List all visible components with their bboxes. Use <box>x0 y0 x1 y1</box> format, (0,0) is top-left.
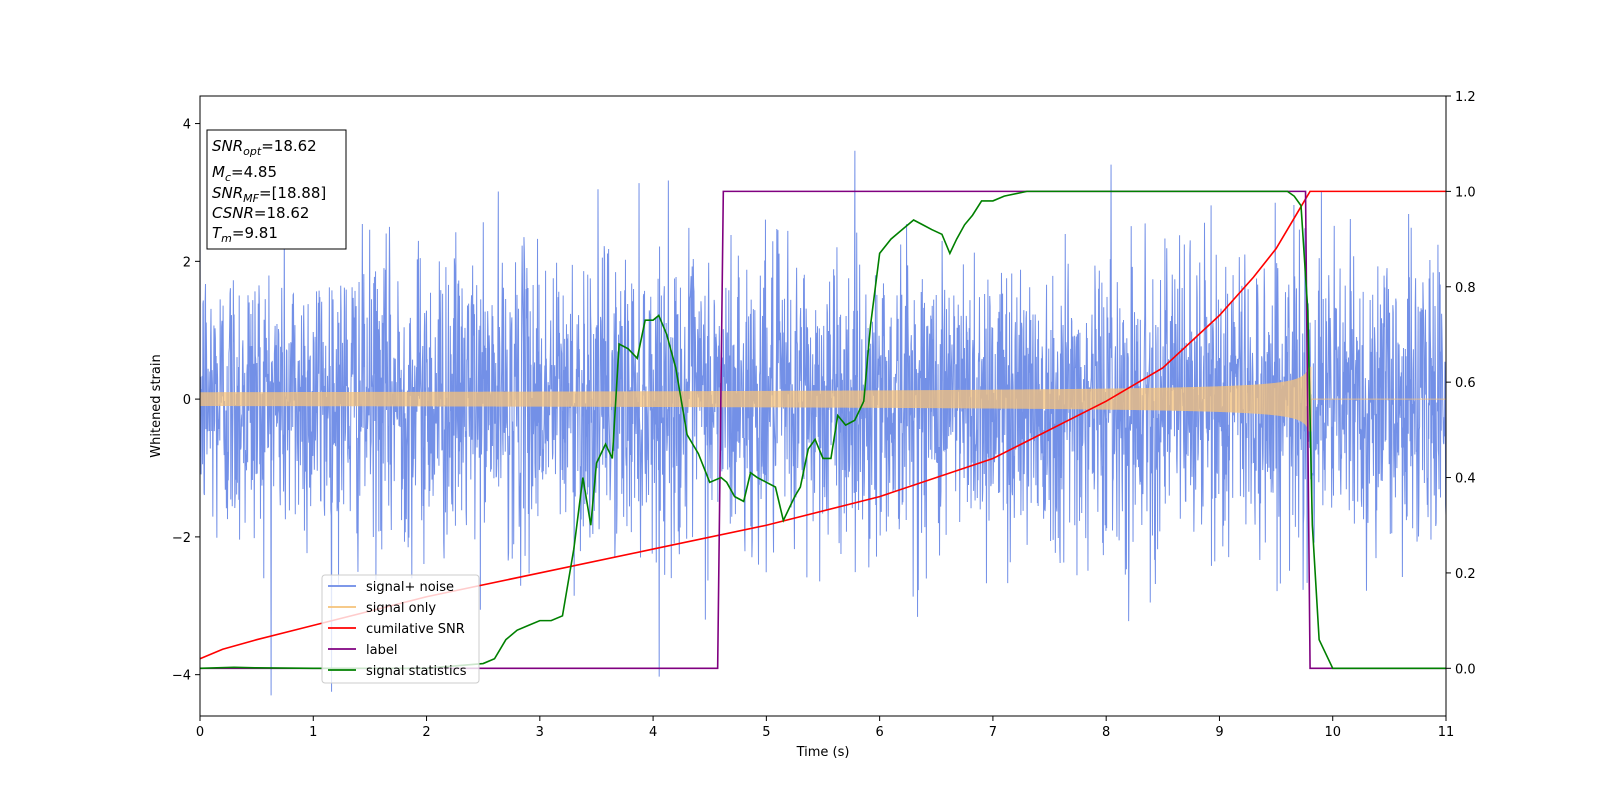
y-right-tick-label: 0.8 <box>1455 281 1476 296</box>
y-right-tick-label: 1.0 <box>1455 185 1476 200</box>
info-line: SNRopt=18.62 <box>212 137 317 158</box>
plot-frame <box>199 95 1447 717</box>
x-tick-label: 1 <box>309 725 317 740</box>
x-tick-label: 8 <box>1102 725 1110 740</box>
y-right-tick-label: 0.6 <box>1455 376 1476 391</box>
y-right-tick-label: 0.4 <box>1455 472 1476 487</box>
legend-label: label <box>366 643 397 658</box>
y-left-tick-label: 0 <box>183 393 191 408</box>
y-left-tick-label: 4 <box>183 118 191 133</box>
signal-statistics-line <box>200 190 1446 670</box>
x-tick-label: 6 <box>875 725 883 740</box>
x-tick-label: 3 <box>536 725 544 740</box>
signal-only-line <box>200 366 1446 432</box>
info-line: Tm=9.81 <box>212 224 278 245</box>
legend-label: signal only <box>366 601 436 616</box>
x-tick-label: 2 <box>422 725 430 740</box>
legend-label: signal+ noise <box>366 580 454 595</box>
info-line: CSNR=18.62 <box>212 204 309 222</box>
x-tick-label: 0 <box>196 725 204 740</box>
y-right-tick-label: 1.2 <box>1455 90 1476 105</box>
legend-frame <box>321 574 480 684</box>
legend-label: signal statistics <box>366 664 467 679</box>
y-right-tick-label: 0.2 <box>1455 567 1476 582</box>
signal-noise-series <box>200 150 1446 696</box>
y-left-tick-label: 2 <box>183 255 191 270</box>
info-line: Mc=4.85 <box>212 163 277 184</box>
legend-label: cumilative SNR <box>366 622 465 637</box>
signal-only-series <box>200 366 1446 432</box>
x-tick-label: 11 <box>1438 725 1455 740</box>
info-box-frame <box>206 129 347 250</box>
x-tick-label: 5 <box>762 725 770 740</box>
y-left-tick-label: −4 <box>172 669 191 684</box>
y-axis-label: Whitened strain <box>149 354 164 457</box>
x-tick-label: 9 <box>1215 725 1223 740</box>
axis-ticks: 0 1 2 3 4 5 6 7 8 9 10 11 −4 −2 0 2 4 0.0 0.2 0.4 0.6 0.8 1.0 1… <box>172 90 1476 740</box>
info-box: SNRopt=18.62 Mc=4.85SNRMF=[18.88]CSNR=18.… <box>206 129 347 250</box>
x-axis-label: Time (s) <box>796 745 850 760</box>
info-line: SNRMF=[18.88] <box>212 184 326 205</box>
legend: signal+ noise signal only cumilative SNR la… <box>321 574 480 684</box>
signal-noise-line <box>200 150 1446 696</box>
y-right-tick-label: 0.0 <box>1455 662 1476 677</box>
x-tick-label: 7 <box>989 725 997 740</box>
x-tick-label: 4 <box>649 725 657 740</box>
y-left-tick-label: −2 <box>172 531 191 546</box>
x-tick-label: 10 <box>1324 725 1341 740</box>
